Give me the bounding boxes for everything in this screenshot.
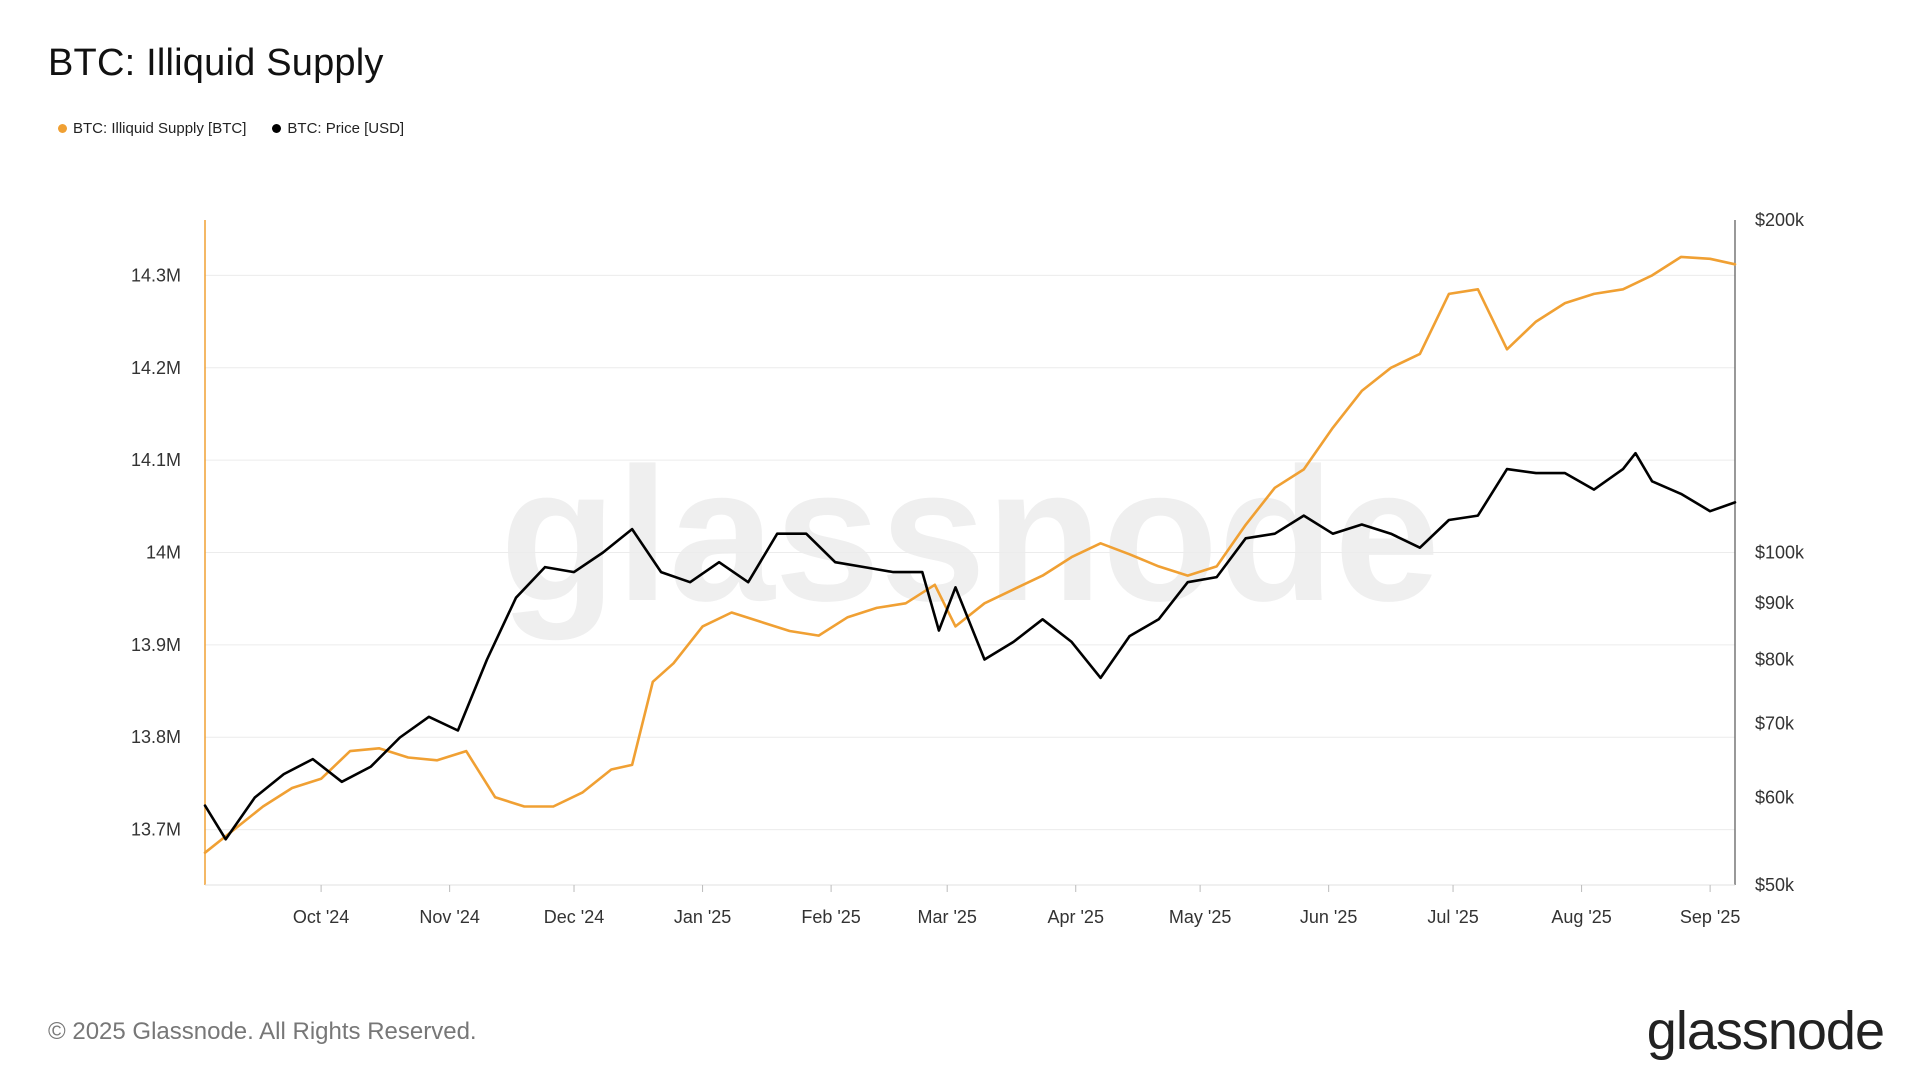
y-right-tick-label-0: $50k: [1755, 875, 1795, 895]
legend-item-price[interactable]: BTC: Price [USD]: [272, 120, 404, 137]
chart-title: BTC: Illiquid Supply: [48, 42, 384, 84]
legend-dot-price: [272, 124, 282, 133]
legend-label-illiquid-supply: BTC: Illiquid Supply [BTC]: [73, 120, 247, 137]
footer-copyright: © 2025 Glassnode. All Rights Reserved.: [48, 1018, 477, 1045]
x-tick-label-6: Apr '25: [1047, 907, 1103, 927]
x-tick-label-2: Dec '24: [544, 907, 604, 927]
chart-legend: BTC: Illiquid Supply [BTC] BTC: Price [U…: [58, 120, 404, 137]
y-left-tick-label-6: 14.3M: [131, 265, 181, 285]
series-line-illiquid-supply: [203, 255, 1737, 855]
series-line-price: [203, 451, 1737, 841]
y-right-tick-label-3: $80k: [1755, 650, 1795, 670]
x-tick-label-8: Jun '25: [1300, 907, 1357, 927]
y-right-tick-label-5: $100k: [1755, 543, 1805, 563]
x-tick-label-4: Feb '25: [801, 907, 860, 927]
y-right-tick-label-4: $90k: [1755, 593, 1795, 613]
watermark-text: glassnode: [500, 429, 1440, 641]
y-left-tick-label-2: 13.9M: [131, 635, 181, 655]
x-tick-label-1: Nov '24: [419, 907, 479, 927]
y-left-tick-label-3: 14M: [146, 543, 181, 563]
y-right-tick-label-2: $70k: [1755, 714, 1795, 734]
y-left-tick-label-0: 13.7M: [131, 820, 181, 840]
legend-label-price: BTC: Price [USD]: [287, 120, 405, 137]
y-left-tick-label-1: 13.8M: [131, 727, 181, 747]
y-left-tick-label-5: 14.2M: [131, 358, 181, 378]
legend-item-illiquid-supply[interactable]: BTC: Illiquid Supply [BTC]: [58, 120, 246, 137]
y-left-tick-label-4: 14.1M: [131, 450, 181, 470]
x-tick-label-5: Mar '25: [917, 907, 976, 927]
x-tick-label-3: Jan '25: [674, 907, 731, 927]
y-right-tick-label-6: $200k: [1755, 210, 1805, 230]
x-tick-label-11: Sep '25: [1680, 907, 1741, 927]
x-tick-label-7: May '25: [1169, 907, 1231, 927]
y-right-tick-label-1: $60k: [1755, 788, 1795, 808]
x-tick-label-0: Oct '24: [293, 907, 349, 927]
x-tick-label-10: Aug '25: [1551, 907, 1612, 927]
footer-logo: glassnode: [1646, 1001, 1885, 1061]
legend-dot-illiquid-supply: [58, 124, 67, 133]
x-tick-label-9: Jul '25: [1427, 907, 1478, 927]
